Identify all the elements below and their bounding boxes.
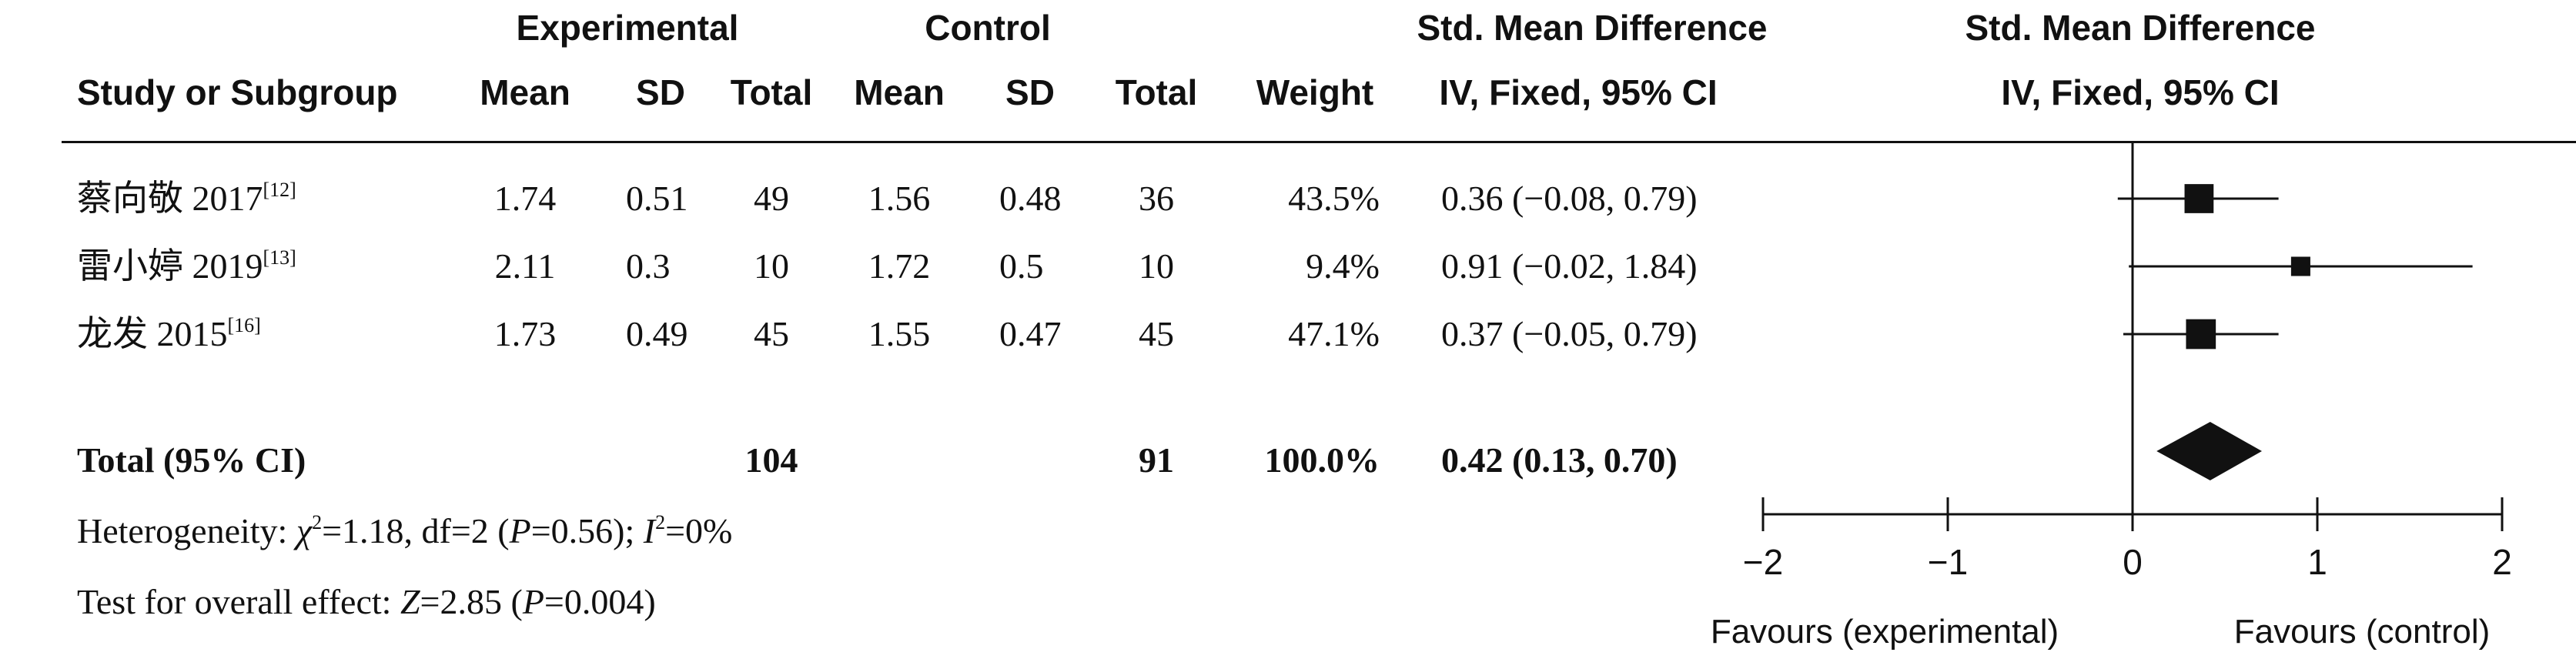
- x-axis-tick-label: 2: [2492, 542, 2512, 582]
- overall-effect-line: Test for overall effect: Z=2.85 (P=0.004…: [77, 582, 656, 622]
- favours-control-label: Favours (control): [2233, 613, 2491, 651]
- p2-value: =0.004): [544, 582, 656, 621]
- header-smd-left: Std. Mean Difference: [1417, 8, 1768, 48]
- total-exp-total: 104: [744, 440, 798, 480]
- x-axis-tick-label: −2: [1743, 542, 1783, 582]
- study-exp-mean: 1.73: [493, 314, 557, 353]
- study-name-text: 雷小婷 2019: [77, 246, 263, 286]
- study-ci-text: 0.91 (−0.02, 1.84): [1441, 246, 1698, 286]
- header-ctl-sd: SD: [1005, 72, 1055, 112]
- study-ctl-sd: 0.48: [999, 179, 1062, 218]
- i-value: =0%: [665, 511, 733, 550]
- study-exp-sd: 0.49: [626, 314, 688, 353]
- z-value: =2.85 (: [420, 582, 523, 621]
- header-method-left: IV, Fixed, 95% CI: [1439, 72, 1718, 112]
- study-ctl-sd: 0.5: [999, 246, 1044, 286]
- study-ci-text: 0.36 (−0.08, 0.79): [1441, 179, 1698, 218]
- heterogeneity-prefix: Heterogeneity:: [77, 511, 296, 550]
- study-weight: 47.1%: [1288, 314, 1380, 353]
- study-ctl-sd: 0.47: [999, 314, 1062, 353]
- chi-value: =1.18, df=2 (: [322, 511, 510, 550]
- header-smd-right: Std. Mean Difference: [1965, 8, 2316, 48]
- z-symbol: Z: [400, 582, 420, 621]
- header-study: Study or Subgroup: [77, 72, 398, 112]
- total-ci-text: 0.42 (0.13, 0.70): [1441, 440, 1678, 480]
- header-group-experimental: Experimental: [516, 8, 739, 48]
- study-reference: [16]: [227, 314, 261, 336]
- study-ci-text: 0.37 (−0.05, 0.79): [1441, 314, 1698, 353]
- i-symbol: I: [643, 511, 656, 550]
- total-label: Total (95% CI): [77, 440, 306, 480]
- header-weight: Weight: [1256, 72, 1374, 112]
- p2-symbol: P: [522, 582, 544, 621]
- study-name: 龙发 2015[16]: [77, 314, 261, 354]
- study-exp-sd: 0.51: [626, 179, 688, 218]
- study-name-text: 蔡向敬 2017: [77, 179, 263, 218]
- header-ctl-total: Total: [1115, 72, 1198, 112]
- header-group-control: Control: [925, 8, 1051, 48]
- header-method-right: IV, Fixed, 95% CI: [2001, 72, 2280, 112]
- study-ctl-mean: 1.56: [868, 179, 931, 218]
- overall-prefix: Test for overall effect:: [77, 582, 400, 621]
- pooled-diamond: [2156, 422, 2262, 480]
- heterogeneity-line: Heterogeneity: χ2=1.18, df=2 (P=0.56); I…: [77, 511, 732, 551]
- study-exp-total: 45: [754, 314, 789, 353]
- chi-superscript: 2: [312, 511, 323, 534]
- study-ctl-mean: 1.72: [868, 246, 931, 286]
- study-reference: [12]: [263, 179, 296, 201]
- x-axis-tick-label: 1: [2307, 542, 2327, 582]
- study-exp-mean: 2.11: [494, 246, 556, 286]
- header-ctl-mean: Mean: [854, 72, 945, 112]
- i-superscript: 2: [655, 511, 666, 534]
- header-exp-total: Total: [730, 72, 813, 112]
- total-weight: 100.0%: [1264, 440, 1380, 480]
- study-exp-sd: 0.3: [626, 246, 671, 286]
- x-axis-tick-label: −1: [1928, 542, 1968, 582]
- study-ctl-total: 10: [1139, 246, 1174, 286]
- study-exp-total: 49: [754, 179, 789, 218]
- header-exp-mean: Mean: [480, 72, 570, 112]
- study-point-square: [2186, 319, 2216, 350]
- study-name-text: 龙发 2015: [77, 314, 228, 353]
- study-ctl-total: 45: [1139, 314, 1174, 353]
- x-axis-tick-label: 0: [2123, 542, 2143, 582]
- study-name: 蔡向敬 2017[12]: [77, 179, 296, 219]
- study-point-square: [2184, 184, 2214, 213]
- study-weight: 43.5%: [1288, 179, 1380, 218]
- header-rule: [62, 141, 2576, 143]
- chi-symbol: χ: [296, 511, 313, 550]
- study-weight: 9.4%: [1306, 246, 1380, 286]
- p-symbol: P: [509, 511, 531, 550]
- study-ctl-total: 36: [1139, 179, 1174, 218]
- study-reference: [13]: [263, 246, 296, 269]
- favours-experimental-label: Favours (experimental): [1710, 613, 2059, 651]
- study-point-square: [2290, 256, 2310, 276]
- study-exp-mean: 1.74: [493, 179, 557, 218]
- study-ctl-mean: 1.55: [868, 314, 931, 353]
- study-exp-total: 10: [754, 246, 789, 286]
- p-value: =0.56);: [530, 511, 644, 550]
- total-ctl-total: 91: [1139, 440, 1174, 480]
- header-exp-sd: SD: [636, 72, 685, 112]
- study-name: 雷小婷 2019[13]: [77, 246, 296, 286]
